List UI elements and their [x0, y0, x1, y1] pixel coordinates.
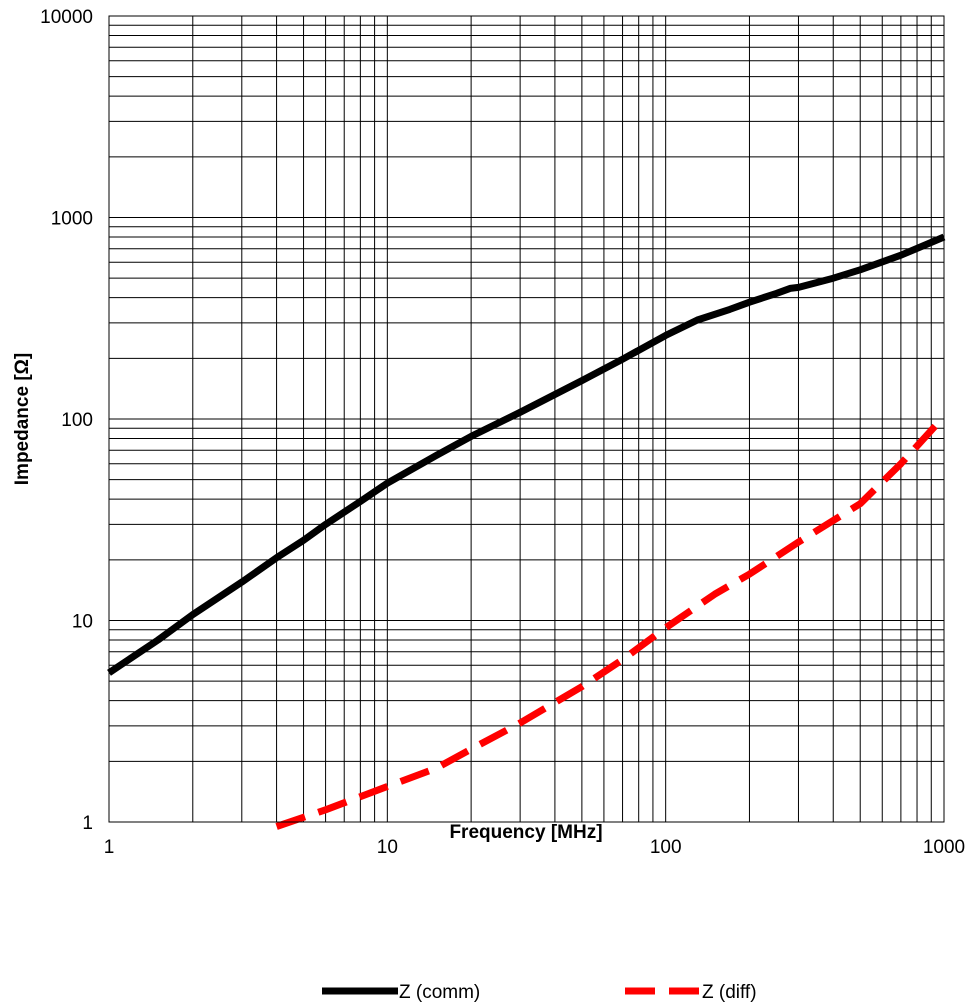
y-tick-label: 10 [72, 612, 93, 633]
x-tick-label: 10 [377, 837, 398, 858]
x-axis-title: Frequency [MHz] [449, 822, 602, 843]
series-line-z-diff [275, 414, 947, 830]
plot-border [108, 15, 945, 823]
x-tick-label: 1 [104, 837, 115, 858]
y-tick-label: 1 [82, 813, 93, 834]
series-layer [107, 233, 947, 830]
y-tick-label: 100 [61, 410, 93, 431]
x-tick-labels: 1 10 100 1000 [104, 837, 965, 858]
legend-label: Z (comm) [399, 982, 480, 1003]
legend: Z (comm) Z (diff) [322, 982, 757, 1003]
series-line-z-comm [107, 233, 946, 676]
y-axis-title: Impedance [Ω] [12, 353, 33, 485]
x-tick-label: 1000 [923, 837, 965, 858]
x-tick-label: 100 [650, 837, 682, 858]
y-tick-labels: 1 10 100 1000 10000 [40, 7, 93, 834]
y-tick-label: 10000 [40, 7, 93, 28]
grid-lines [109, 16, 944, 822]
y-tick-label: 1000 [51, 209, 93, 230]
legend-label: Z (diff) [702, 982, 757, 1003]
